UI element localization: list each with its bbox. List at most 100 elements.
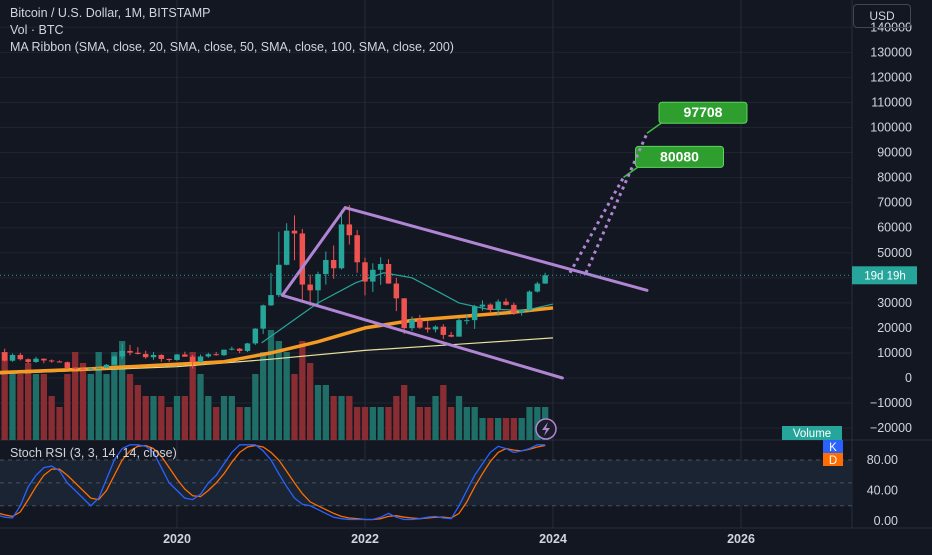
price-tick-label: 30000 [877, 296, 912, 310]
volume-bar [346, 396, 353, 440]
price-tick-label: −20000 [870, 421, 912, 435]
stoch-k-line [0, 444, 546, 521]
candle-body [80, 368, 86, 370]
volume-bar [487, 418, 494, 440]
volume-bar [267, 330, 275, 440]
volume-bar [95, 352, 102, 440]
target-label: 80080 [660, 148, 699, 164]
volume-bar [354, 407, 361, 440]
candle-body [440, 326, 447, 335]
volume-bar [126, 374, 134, 440]
volume-bar [393, 396, 400, 440]
channel-lower-line [280, 293, 564, 380]
channel-left-line [280, 206, 347, 297]
countdown-tag-label: 19d 19h [864, 270, 906, 282]
time-tick-label: 2024 [539, 532, 567, 546]
projection-dots [584, 132, 649, 274]
candle-body [307, 284, 313, 291]
volume-bar [385, 407, 392, 440]
volume-bar [1, 352, 8, 440]
volume-bar [401, 385, 408, 440]
candle-body [174, 354, 180, 360]
candle-body [542, 275, 548, 284]
candle-body [362, 262, 368, 282]
volume-bar [330, 396, 337, 440]
k-tag-bg [823, 440, 843, 453]
candle-body [401, 298, 407, 329]
volume-bar [314, 385, 322, 440]
price-tick-label: 50000 [877, 246, 912, 260]
volume-bar [134, 385, 141, 440]
k-tag-label: K [829, 442, 837, 454]
candle-body [166, 358, 172, 360]
currency-button[interactable]: USD [853, 4, 911, 28]
volume-bar [236, 407, 243, 440]
candle-body [158, 354, 165, 359]
volume-bar [72, 352, 79, 440]
time-tick-label: 2020 [163, 532, 191, 546]
price-tick-label: 120000 [870, 70, 912, 84]
candle-body [252, 328, 259, 344]
candle-body [315, 274, 321, 291]
stoch-rsi-legend: Stoch RSI (3, 3, 14, 14, close) [10, 446, 177, 460]
volume-bar [158, 396, 165, 440]
volume-bar [260, 352, 267, 440]
volume-bar [166, 407, 173, 440]
time-tick-label: 2026 [727, 532, 755, 546]
price-tick-label: 20000 [877, 321, 912, 335]
candle-body [9, 354, 16, 361]
price-tick-label: 60000 [877, 221, 912, 235]
volume-bar [79, 363, 87, 440]
candle-body [64, 362, 71, 368]
volume-bar [361, 407, 369, 440]
candle-body [377, 264, 384, 270]
volume-bar [510, 418, 517, 440]
candle-body [127, 350, 133, 353]
volume-bar [377, 407, 384, 440]
volume-bar [228, 396, 235, 440]
candle-body [511, 304, 517, 313]
candle-body [268, 295, 274, 306]
volume-tag-label: Volume [793, 428, 831, 440]
stoch-tick-label: 80.00 [867, 453, 898, 467]
volume-bar [56, 407, 63, 440]
chart-title: Bitcoin / U.S. Dollar, 1M, BITSTAMP [10, 6, 211, 20]
volume-bar [244, 407, 251, 440]
volume-tag-bg [782, 426, 842, 440]
volume-bar [307, 363, 314, 440]
price-tick-label: 0 [905, 371, 912, 385]
volume-bar [408, 396, 416, 440]
volume-bar [48, 396, 55, 440]
price-tick-label: 70000 [877, 196, 912, 210]
candle-body [205, 354, 212, 357]
candle-body [299, 233, 306, 285]
axis-tags: 19d 19h Volume KD [0, 266, 917, 467]
volume-bar [119, 341, 126, 440]
volume-bar [103, 374, 110, 440]
volume-bar [32, 374, 40, 440]
candle-body [135, 352, 141, 354]
ma-ribbon-legend: MA Ribbon (SMA, close, 20, SMA, close, 5… [10, 40, 454, 54]
volume-bar [150, 396, 157, 440]
candle-body [393, 283, 400, 299]
candle-body [244, 343, 251, 351]
volume-bar [275, 341, 282, 440]
candle-body [456, 320, 462, 337]
candle-body [291, 230, 298, 234]
price-tick-label: 90000 [877, 146, 912, 160]
candle-body [323, 260, 329, 275]
stoch-rsi-pane [0, 444, 852, 521]
candle-body [464, 320, 470, 322]
volume-bar [181, 396, 188, 440]
falling-channel [280, 206, 649, 380]
candle-body [48, 360, 55, 362]
candle-body [142, 353, 149, 358]
candle-body [346, 224, 353, 236]
d-tag-bg [823, 453, 843, 466]
candle-body [518, 310, 525, 313]
candles [1, 205, 548, 371]
candle-body [17, 354, 24, 360]
volume-bar [64, 374, 71, 440]
